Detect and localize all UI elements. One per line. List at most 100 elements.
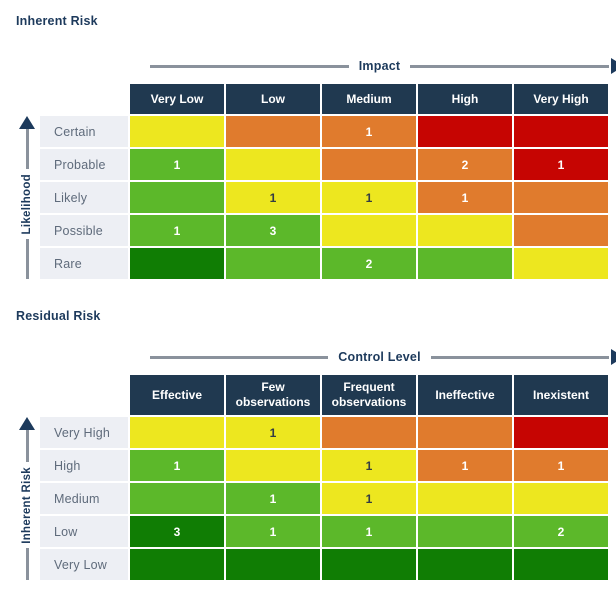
matrix-cell[interactable] [514, 417, 608, 448]
matrix-grid: Very Low Low Medium High Very High Certain 1 Pr… [40, 84, 608, 279]
matrix-cell[interactable]: 1 [226, 417, 320, 448]
row-label: Probable [40, 149, 128, 180]
y-axis-line [25, 548, 29, 581]
row-label: High [40, 450, 128, 481]
row-label: Very Low [40, 549, 128, 580]
matrix-cell[interactable] [418, 417, 512, 448]
matrix-cell[interactable] [130, 417, 224, 448]
matrix-cell[interactable]: 1 [130, 149, 224, 180]
matrix-cell[interactable] [514, 182, 608, 213]
matrix-cell[interactable]: 1 [130, 215, 224, 246]
matrix-cell[interactable] [130, 549, 224, 580]
matrix-title: Inherent Risk [16, 14, 98, 28]
row-label: Low [40, 516, 128, 547]
matrix-cell[interactable] [130, 182, 224, 213]
matrix-section-inherent-risk: Inherent Risk Likelihood Impact Very Low… [14, 14, 616, 279]
page: Inherent Risk Likelihood Impact Very Low… [14, 14, 616, 581]
x-axis-line [150, 355, 329, 359]
x-axis-label: Control Level [338, 350, 421, 364]
arrow-up-icon [19, 417, 35, 430]
matrix-section-residual-risk: Residual Risk Inherent Risk Control Leve… [14, 309, 616, 581]
matrix-cell[interactable] [514, 549, 608, 580]
matrix-cell[interactable]: 3 [130, 516, 224, 547]
matrix-cell[interactable]: 1 [226, 182, 320, 213]
matrix-cell[interactable]: 3 [226, 215, 320, 246]
matrix-cell[interactable]: 1 [226, 483, 320, 514]
matrix-cell[interactable]: 1 [322, 182, 416, 213]
matrix-cell[interactable] [130, 116, 224, 147]
matrix-cell[interactable] [130, 483, 224, 514]
matrix-cell[interactable]: 1 [514, 149, 608, 180]
row-label: Rare [40, 248, 128, 279]
column-header: Inexistent [514, 375, 608, 415]
row-label: Likely [40, 182, 128, 213]
matrix-cell[interactable] [418, 116, 512, 147]
matrix-cell[interactable] [418, 215, 512, 246]
matrix-cell[interactable] [226, 248, 320, 279]
column-header: Frequent observations [322, 375, 416, 415]
matrix-cell[interactable] [418, 549, 512, 580]
matrix-cell[interactable] [226, 116, 320, 147]
corner-cell [40, 84, 128, 114]
matrix-cell[interactable]: 2 [514, 516, 608, 547]
y-axis-label: Likelihood [21, 173, 33, 235]
matrix-grid: Effective Few observations Frequent observ… [40, 375, 608, 580]
column-header: Medium [322, 84, 416, 114]
matrix-body: Inherent Risk Control Level Effective Few… [14, 323, 616, 581]
matrix-cell[interactable]: 2 [418, 149, 512, 180]
matrix-cell[interactable] [514, 116, 608, 147]
x-axis: Control Level [130, 347, 616, 367]
matrix-cell[interactable] [418, 516, 512, 547]
matrix-cell[interactable]: 1 [322, 450, 416, 481]
matrix-cell[interactable] [322, 215, 416, 246]
matrix-cell[interactable] [514, 215, 608, 246]
column-header: Very High [514, 84, 608, 114]
column-header: Very Low [130, 84, 224, 114]
y-axis: Inherent Risk [14, 417, 40, 581]
matrix-cell[interactable]: 1 [514, 450, 608, 481]
x-axis-label: Impact [358, 59, 401, 73]
matrix-title: Residual Risk [16, 309, 101, 323]
x-axis-line [430, 355, 610, 359]
matrix-cell[interactable] [322, 549, 416, 580]
y-axis-label: Inherent Risk [21, 466, 33, 544]
x-axis-line [410, 64, 609, 68]
matrix-cell[interactable]: 1 [418, 450, 512, 481]
matrix-cell[interactable]: 1 [226, 516, 320, 547]
matrix-cell[interactable] [226, 149, 320, 180]
matrix-cell[interactable]: 2 [322, 248, 416, 279]
matrix-cell[interactable] [226, 549, 320, 580]
matrix-cell[interactable] [418, 248, 512, 279]
matrix-cell[interactable]: 1 [418, 182, 512, 213]
arrow-right-icon [611, 58, 616, 74]
column-header: Ineffective [418, 375, 512, 415]
row-label: Possible [40, 215, 128, 246]
table-area: Impact Very Low Low Medium High Very High Cer… [40, 28, 616, 279]
corner-cell [40, 375, 128, 415]
matrix-cell[interactable] [226, 450, 320, 481]
arrow-right-icon [611, 349, 616, 365]
y-axis-line [25, 129, 29, 169]
column-header: High [418, 84, 512, 114]
y-axis-line [25, 239, 29, 279]
x-axis: Impact [130, 56, 616, 76]
matrix-cell[interactable]: 1 [322, 516, 416, 547]
matrix-body: Likelihood Impact Very Low Low Medium High V… [14, 28, 616, 279]
matrix-cell[interactable] [322, 417, 416, 448]
x-axis-line [150, 64, 349, 68]
matrix-cell[interactable] [418, 483, 512, 514]
matrix-cell[interactable] [322, 149, 416, 180]
matrix-cell[interactable]: 1 [130, 450, 224, 481]
column-header: Effective [130, 375, 224, 415]
matrix-cell[interactable] [514, 248, 608, 279]
table-area: Control Level Effective Few observations F… [40, 323, 616, 580]
matrix-cell[interactable] [130, 248, 224, 279]
matrix-cell[interactable]: 1 [322, 116, 416, 147]
y-axis: Likelihood [14, 116, 40, 279]
row-label: Very High [40, 417, 128, 448]
matrix-cell[interactable] [514, 483, 608, 514]
matrix-cell[interactable]: 1 [322, 483, 416, 514]
y-axis-line [25, 430, 29, 462]
column-header: Few observations [226, 375, 320, 415]
arrow-up-icon [19, 116, 35, 129]
